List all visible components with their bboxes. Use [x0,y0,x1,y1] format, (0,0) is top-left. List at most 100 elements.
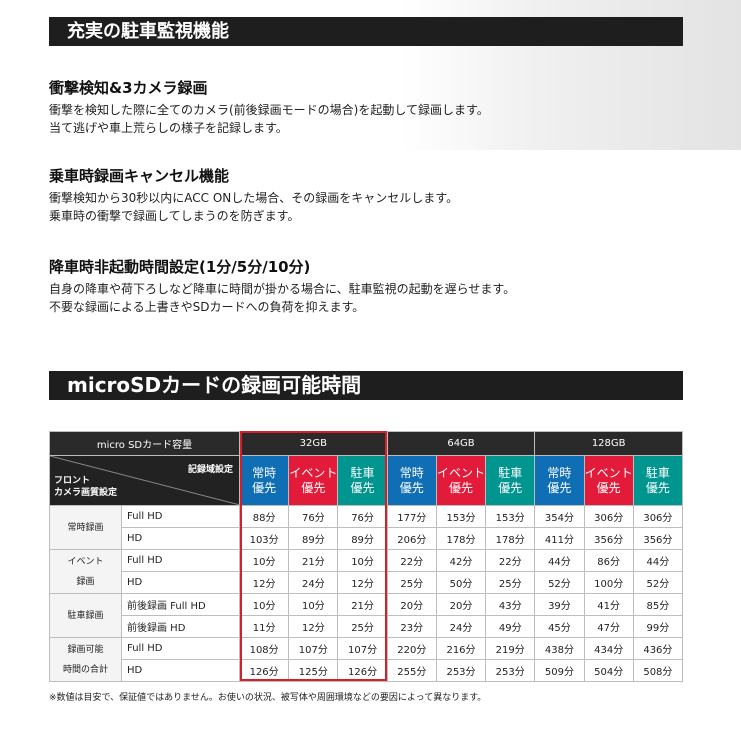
mode-header: 駐車 優先 [632,455,684,506]
time-cell: 49分 [485,615,536,638]
time-cell: 10分 [239,549,290,572]
mode-header: 駐車 優先 [337,455,388,506]
quality-cell: HD [120,571,241,594]
time-cell: 434分 [583,637,634,660]
mode-sub-label: 優先 [399,480,424,495]
time-cell: 76分 [337,505,388,528]
mode-header: イベント 優先 [583,455,634,506]
time-cell: 508分 [632,659,684,682]
time-cell: 354分 [534,505,585,528]
row-group-label: 常時録画 [49,505,122,550]
time-cell: 356分 [583,527,634,550]
time-cell: 23分 [386,615,437,638]
quality-cell: Full HD [120,637,241,660]
front-label: フロント [54,476,91,486]
table-row: HD 126分 125分 126分 255分 253分 253分 509分 504分 508分 [50,659,684,682]
time-cell: 52分 [632,571,684,594]
mode-label: 常時 [547,465,572,480]
time-cell: 306分 [632,505,684,528]
mode-label: イベント [289,465,338,480]
group-label-line: 録画可能 [67,644,104,655]
mode-sub-label: 優先 [596,480,621,495]
mode-label: 常時 [252,465,277,480]
table-row: イベント 録画 Full HD 10分 21分 10分 22分 42分 22分 44分 86分 44分 [49,549,684,594]
mode-header: 常時 優先 [239,455,290,506]
time-cell: 103分 [239,527,290,550]
time-cell: 45分 [534,615,585,638]
time-cell: 504分 [583,659,634,682]
front-quality-label: フロントカメラ画質設定 [54,475,117,499]
time-cell: 21分 [337,593,388,616]
time-cell: 52分 [534,571,585,594]
group-label-line: イベント [67,556,104,567]
time-cell: 89分 [288,527,339,550]
capacity-header: 64GB [386,431,536,456]
mode-header: イベント 優先 [435,455,487,506]
mode-label: 駐車 [645,465,670,480]
time-cell: 219分 [485,637,536,660]
quality-cell: Full HD [120,549,241,572]
diagonal-line [50,456,240,505]
mode-label: 常時 [399,465,424,480]
mode-label: 駐車 [498,465,523,480]
row-group-label: イベント 録画 [49,549,122,594]
time-cell: 153分 [435,505,487,528]
time-cell: 255分 [386,659,437,682]
time-cell: 306分 [583,505,634,528]
time-cell: 24分 [435,615,487,638]
time-cell: 21分 [288,549,339,572]
feature-text: 衝撃検知から30秒以内にACC ONした場合、その録画をキャンセルします。 [49,191,459,205]
time-cell: 44分 [632,549,684,572]
time-cell: 20分 [386,593,437,616]
mode-header: イベント 優先 [288,455,339,506]
mode-header: 駐車 優先 [485,455,536,506]
time-cell: 12分 [239,571,290,594]
time-cell: 126分 [337,659,388,682]
mode-sub-label: 優先 [350,480,375,495]
feature-section: 降車時非起動時間設定(1分/5分/10分) 自身の降車や荷下ろしなど降車に時間が… [49,256,689,316]
table-banner: microSDカードの録画可能時間 [49,371,683,400]
mode-label: イベント [584,465,633,480]
mode-header: 常時 優先 [534,455,585,506]
time-cell: 44分 [534,549,585,572]
time-cell: 47分 [583,615,634,638]
quality-cell: HD [120,527,241,550]
time-cell: 253分 [435,659,487,682]
quality-setting-label: カメラ画質設定 [54,488,118,498]
capacity-header: 32GB [239,431,388,456]
time-cell: 509分 [534,659,585,682]
time-cell: 11分 [239,615,290,638]
feature-title: 乗車時録画キャンセル機能 [49,167,230,185]
group-label-line: 駐車録画 [67,610,104,621]
feature-text: 乗車時の衝撃で録画してしまうのを防ぎます。 [49,209,300,223]
time-cell: 177分 [386,505,437,528]
time-cell: 100分 [583,571,634,594]
table-row: 前後録画 HD 11分 12分 25分 23分 24分 49分 45分 47分 99分 [50,615,684,638]
time-cell: 41分 [583,593,634,616]
time-cell: 411分 [534,527,585,550]
table-row: HD 103分 89分 89分 206分 178分 178分 411分 356分 356分 [50,527,684,550]
feature-section: 衝撃検知&3カメラ録画 衝撃を検知した際に全てのカメラ(前後録画モードの場合)を… [49,77,689,137]
time-cell: 50分 [435,571,487,594]
time-cell: 108分 [239,637,290,660]
mode-label: 駐車 [350,465,375,480]
table-row: HD 12分 24分 12分 25分 50分 25分 52分 100分 52分 [50,571,684,594]
quality-cell: 前後録画 Full HD [120,593,241,616]
group-label-line: 時間の合計 [62,664,108,675]
time-cell: 10分 [288,593,339,616]
capacity-header: 128GB [534,431,683,456]
capacity-label: micro SDカード容量 [48,431,241,456]
table-row: 録画可能 時間の合計 Full HD 108分 107分 107分 220分 216分 219分… [49,637,684,682]
recording-time-table: micro SDカード容量 32GB 64GB 128GB 記録域設定 フロント… [48,431,684,682]
time-cell: 42分 [435,549,487,572]
feature-text: 自身の降車や荷下ろしなど降車に時間が掛かる場合に、駐車監視の起動を遅らせます。 [49,282,516,296]
time-cell: 24分 [288,571,339,594]
time-cell: 99分 [632,615,684,638]
quality-cell: 前後録画 HD [120,615,241,638]
mode-sub-label: 優先 [252,480,277,495]
time-cell: 76分 [288,505,339,528]
group-label-line: 常時録画 [67,522,104,533]
mode-sub-label: 優先 [498,480,523,495]
time-cell: 178分 [435,527,487,550]
feature-title: 衝撃検知&3カメラ録画 [49,79,208,97]
